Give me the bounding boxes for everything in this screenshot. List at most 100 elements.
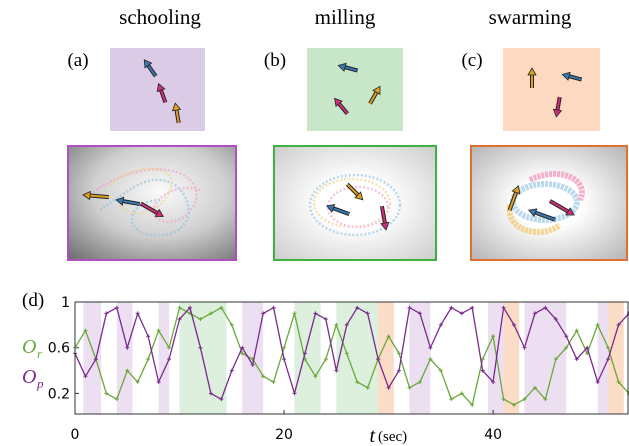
series-marker (334, 368, 339, 373)
series-marker (344, 351, 349, 356)
state-region (116, 302, 133, 414)
fish-arrow (156, 82, 168, 104)
series-marker (407, 305, 412, 310)
state-region (597, 302, 609, 414)
x-label: t (369, 425, 375, 446)
y-tick-label: 1 (61, 295, 70, 311)
series-marker (240, 351, 245, 356)
series-marker (595, 322, 600, 327)
series-marker (250, 362, 255, 367)
state-region (294, 302, 321, 414)
series-marker (229, 322, 234, 327)
arrow-head (334, 97, 343, 108)
series-marker (376, 357, 381, 362)
series-marker (386, 334, 391, 339)
series-marker (543, 305, 548, 310)
arrow-head (82, 190, 91, 201)
arrow-head (561, 71, 571, 81)
series-marker (114, 397, 119, 402)
fish-arrow (345, 182, 364, 201)
arrow-head (143, 59, 153, 69)
series-marker (93, 357, 98, 362)
series-marker (323, 317, 328, 322)
series-marker (606, 345, 611, 350)
arrows (82, 59, 583, 231)
arrow-head (527, 67, 537, 76)
panel-title: schooling (119, 5, 201, 29)
panel-label: (d) (22, 290, 44, 311)
series-marker (344, 322, 349, 327)
state-region (409, 302, 431, 414)
state-region (336, 302, 379, 414)
series-marker (355, 305, 360, 310)
series-marker (532, 385, 537, 390)
milling-box (307, 48, 403, 131)
series-marker (114, 305, 119, 310)
series-marker (616, 380, 621, 384)
series-marker (146, 334, 151, 339)
series-marker (198, 317, 203, 322)
fish-arrow (548, 199, 575, 216)
series-marker (564, 345, 569, 350)
schooling-trajectory (67, 145, 237, 261)
series-marker (553, 317, 558, 322)
swarming-box (503, 48, 600, 131)
x-tick-label: 0 (71, 427, 80, 443)
arrow-head (380, 221, 390, 231)
arrow-head (372, 85, 381, 96)
series-marker (522, 397, 527, 402)
fish-arrow (528, 208, 556, 222)
panel-title: milling (315, 5, 376, 29)
legend-label: O (22, 366, 36, 388)
fish-arrow (325, 204, 350, 216)
legend-label: O (22, 336, 36, 358)
series-marker (365, 385, 370, 390)
panel-label: (c) (461, 50, 482, 71)
series-marker (198, 345, 203, 350)
arrow-head (156, 82, 166, 93)
series-marker (397, 368, 402, 373)
arrow-head (154, 208, 164, 217)
plot-frame (74, 301, 629, 415)
series-marker (574, 328, 579, 333)
series-marker (470, 402, 475, 407)
fish-arrow (507, 185, 521, 211)
series-marker (616, 322, 621, 327)
series-marker (135, 380, 140, 384)
series-marker (365, 311, 370, 316)
series-marker (449, 305, 454, 310)
series-marker (167, 357, 172, 362)
arrow-head (528, 208, 538, 218)
series-marker (449, 397, 454, 402)
fish-arrow (552, 96, 563, 118)
arrow-shaft-fill (86, 194, 110, 199)
series-marker (104, 391, 109, 396)
series-marker (595, 380, 600, 384)
series-marker (480, 368, 485, 373)
arrow-head (354, 191, 364, 201)
series-marker (167, 345, 172, 350)
series-marker (83, 374, 88, 379)
arrow-head (115, 196, 125, 206)
fish-arrow (171, 102, 182, 124)
state-region (158, 302, 170, 414)
series-marker (219, 397, 224, 402)
series-marker (459, 311, 464, 316)
fish-arrow (561, 71, 583, 82)
series-marker (428, 345, 433, 350)
series-marker (125, 345, 130, 350)
fish-arrow (115, 196, 141, 207)
series-marker (156, 328, 161, 333)
series-marker (229, 368, 234, 373)
series-marker (522, 345, 527, 350)
series-marker (313, 311, 318, 316)
state-region (487, 302, 504, 414)
series-marker (606, 357, 611, 362)
fish-arrow (379, 205, 390, 231)
series-marker (501, 305, 506, 310)
series-marker (585, 345, 590, 350)
series-marker (417, 380, 422, 384)
series-marker (491, 380, 496, 384)
series-marker (302, 351, 307, 356)
series-marker (417, 311, 422, 316)
